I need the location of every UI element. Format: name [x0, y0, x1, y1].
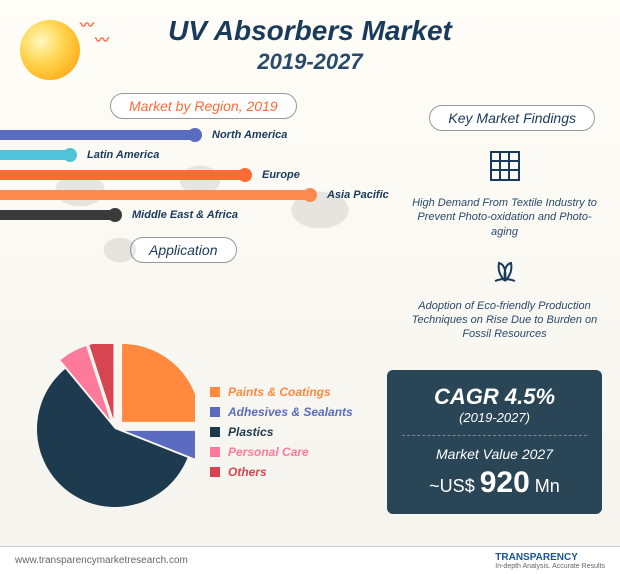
pie-legend: Paints & Coatings Adhesives & Sealants Pla… [210, 379, 353, 485]
title-sub: 2019-2027 [0, 49, 620, 75]
market-value: ~US$ 920 Mn [397, 466, 592, 500]
region-bar: Latin America [0, 147, 620, 163]
cagr-box: CAGR 4.5% (2019-2027) Market Value 2027 … [387, 370, 602, 514]
legend-label: Plastics [228, 425, 273, 439]
page-title: UV Absorbers Market 2019-2027 [0, 0, 620, 75]
pie-slice [122, 344, 195, 422]
legend-item: Others [210, 465, 353, 479]
legend-label: Others [228, 465, 267, 479]
region-bar-chart: North America Latin America Europe Asia Pac… [0, 127, 620, 223]
legend-swatch [210, 387, 220, 397]
market-value-label: Market Value 2027 [397, 446, 592, 462]
legend-item: Plastics [210, 425, 353, 439]
sun-graphic: 〰〰 [10, 10, 90, 90]
finding-text: Adoption of Eco-friendly Production Tech… [407, 299, 602, 342]
legend-swatch [210, 407, 220, 417]
legend-item: Adhesives & Sealants [210, 405, 353, 419]
footer-logo: TRANSPARENCY In-depth Analysis. Accurate… [495, 552, 605, 570]
region-bar: Europe [0, 167, 620, 183]
application-pie-area: Paints & Coatings Adhesives & Sealants Pla… [20, 344, 353, 519]
legend-label: Paints & Coatings [228, 385, 331, 399]
legend-swatch [210, 467, 220, 477]
region-bar: North America [0, 127, 620, 143]
footer: www.transparencymarketresearch.com TRANS… [0, 546, 620, 574]
legend-item: Paints & Coatings [210, 385, 353, 399]
cagr-years: (2019-2027) [397, 410, 592, 425]
legend-swatch [210, 427, 220, 437]
legend-label: Personal Care [228, 445, 309, 459]
legend-swatch [210, 447, 220, 457]
region-bar: Asia Pacific [0, 187, 620, 203]
leaf-icon [407, 251, 602, 295]
region-section-label: Market by Region, 2019 [110, 93, 297, 119]
finding-item: Adoption of Eco-friendly Production Tech… [407, 251, 602, 342]
pie-chart [20, 344, 195, 519]
divider [402, 435, 587, 436]
legend-item: Personal Care [210, 445, 353, 459]
cagr-value: CAGR 4.5% [397, 384, 592, 410]
region-bar: Middle East & Africa [0, 207, 620, 223]
legend-label: Adhesives & Sealants [228, 405, 353, 419]
footer-url: www.transparencymarketresearch.com [15, 555, 188, 566]
